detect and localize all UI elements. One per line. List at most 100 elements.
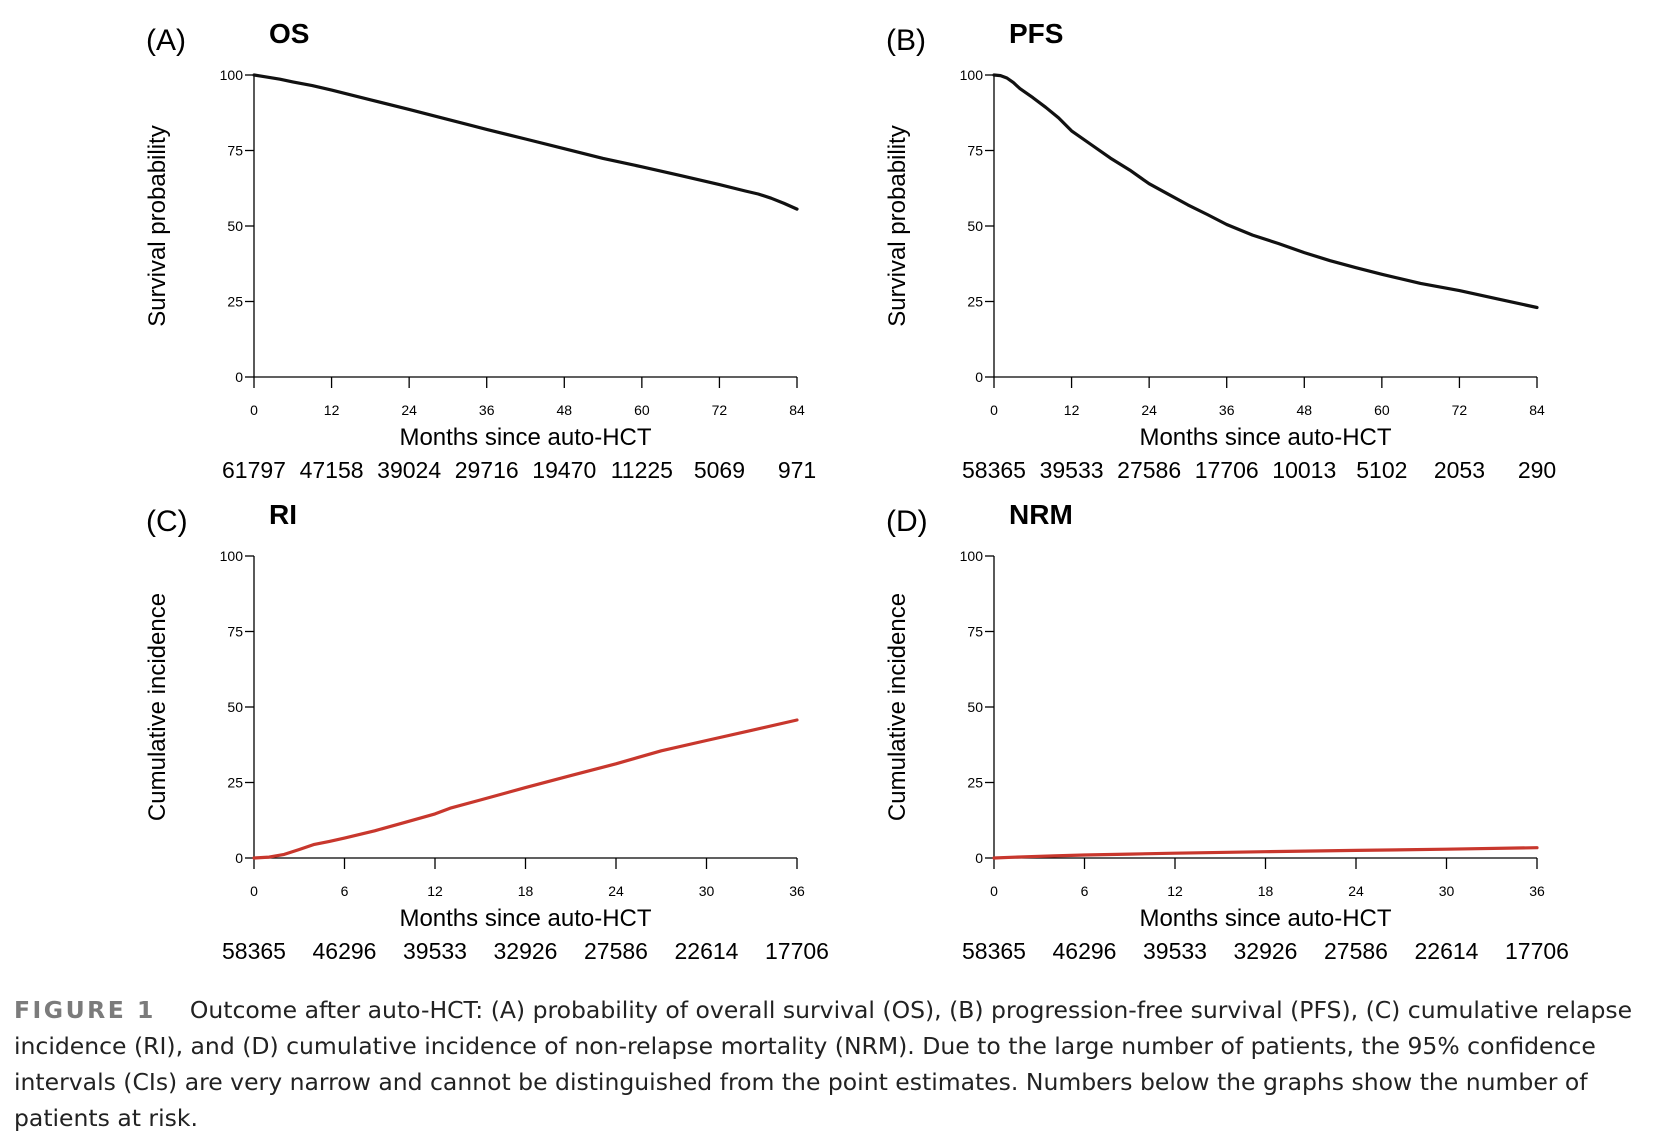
x-tick-label: 0: [250, 402, 258, 418]
at-risk-number: 17706: [1195, 457, 1259, 483]
x-tick-label: 12: [1167, 883, 1183, 899]
x-tick-label: 24: [1141, 402, 1157, 418]
x-tick-label: 0: [990, 883, 998, 899]
y-tick-label: 0: [235, 850, 243, 866]
x-tick-label: 0: [990, 402, 998, 418]
x-tick-label: 18: [1258, 883, 1274, 899]
y-tick-label: 50: [967, 218, 983, 234]
x-tick-label: 84: [789, 402, 805, 418]
x-tick-label: 48: [556, 402, 572, 418]
y-tick-label: 100: [220, 67, 244, 83]
at-risk-number: 11225: [611, 457, 673, 483]
y-tick-label: 25: [227, 775, 243, 791]
series-line: [252, 73, 799, 211]
x-axis-label: Months since auto-HCT: [399, 424, 651, 451]
at-risk-number: 17706: [765, 938, 829, 964]
x-tick-label: 36: [1219, 402, 1235, 418]
y-tick-label: 0: [235, 369, 243, 385]
y-tick-label: 75: [227, 624, 243, 640]
at-risk-number: 29716: [455, 457, 519, 483]
y-axis-label: Cumulative incidence: [144, 593, 171, 821]
x-tick-label: 18: [518, 883, 534, 899]
x-tick-label: 24: [401, 402, 417, 418]
at-risk-number: 971: [778, 457, 816, 483]
y-tick-label: 25: [967, 294, 983, 310]
series-line: [252, 718, 799, 860]
panel-label: (C): [146, 505, 188, 538]
at-risk-number: 22614: [675, 938, 739, 964]
at-risk-number: 17706: [1505, 938, 1569, 964]
y-tick-label: 100: [960, 548, 984, 564]
at-risk-number: 46296: [1053, 938, 1117, 964]
x-tick-label: 30: [1439, 883, 1455, 899]
at-risk-number: 5102: [1356, 457, 1407, 483]
x-axis-label: Months since auto-HCT: [1139, 424, 1391, 451]
at-risk-number: 10013: [1272, 457, 1336, 483]
x-tick-label: 12: [1064, 402, 1080, 418]
at-risk-number: 27586: [1117, 457, 1181, 483]
y-tick-label: 25: [227, 294, 243, 310]
at-risk-number: 58365: [962, 938, 1026, 964]
y-tick-label: 100: [960, 67, 984, 83]
x-tick-label: 84: [1529, 402, 1545, 418]
x-tick-label: 72: [1452, 402, 1468, 418]
at-risk-number: 47158: [300, 457, 364, 483]
x-tick-label: 12: [324, 402, 340, 418]
panel-title: NRM: [1009, 499, 1073, 530]
at-risk-number: 22614: [1415, 938, 1479, 964]
at-risk-number: 39533: [1143, 938, 1207, 964]
x-tick-label: 0: [250, 883, 258, 899]
x-tick-label: 24: [608, 883, 624, 899]
x-tick-label: 72: [712, 402, 728, 418]
panel-title: PFS: [1009, 18, 1063, 49]
at-risk-number: 32926: [494, 938, 558, 964]
panel-pfs: (B) PFS 0 25 50 75 100 0 12 24 36 48 60 72 84 Months si…: [884, 18, 1556, 483]
panel-title: OS: [269, 18, 309, 49]
panel-ri: (C) RI 0 25 50 75 100 0 6 12 18 24 30 36 Months since …: [144, 499, 829, 964]
panel-os: (A) OS 0 25 50 75 100 0 12 24 36 48 60 72 84 Months sin…: [144, 18, 816, 483]
panel-nrm: (D) NRM 0 25 50 75 100 0 6 12 18 24 30 36 Months since…: [884, 499, 1569, 964]
series-line: [992, 846, 1539, 860]
y-tick-label: 75: [967, 624, 983, 640]
caption-label: FIGURE 1: [14, 996, 156, 1024]
y-tick-label: 50: [967, 699, 983, 715]
at-risk-number: 39533: [1040, 457, 1104, 483]
x-axis-label: Months since auto-HCT: [1139, 905, 1391, 932]
x-tick-label: 36: [479, 402, 495, 418]
panel-label: (A): [146, 24, 186, 57]
at-risk-number: 39533: [403, 938, 467, 964]
at-risk-number: 290: [1518, 457, 1556, 483]
x-tick-label: 60: [1374, 402, 1390, 418]
x-tick-label: 30: [699, 883, 715, 899]
at-risk-number: 5069: [694, 457, 745, 483]
at-risk-number: 19470: [532, 457, 596, 483]
y-tick-label: 75: [967, 143, 983, 159]
at-risk-number: 46296: [313, 938, 377, 964]
y-tick-label: 50: [227, 699, 243, 715]
x-tick-label: 6: [1081, 883, 1089, 899]
x-tick-label: 6: [341, 883, 349, 899]
at-risk-number: 61797: [222, 457, 286, 483]
series-line: [992, 73, 1539, 310]
panel-label: (D): [886, 505, 928, 538]
y-tick-label: 0: [975, 369, 983, 385]
at-risk-number: 2053: [1434, 457, 1485, 483]
x-tick-label: 48: [1296, 402, 1312, 418]
at-risk-number: 58365: [962, 457, 1026, 483]
y-tick-label: 100: [220, 548, 244, 564]
x-tick-label: 36: [1529, 883, 1545, 899]
at-risk-number: 32926: [1234, 938, 1298, 964]
figure-caption: FIGURE 1 Outcome after auto-HCT: (A) prob…: [14, 992, 1662, 1136]
x-tick-label: 24: [1348, 883, 1364, 899]
x-tick-label: 60: [634, 402, 650, 418]
at-risk-number: 58365: [222, 938, 286, 964]
at-risk-number: 27586: [1324, 938, 1388, 964]
y-tick-label: 75: [227, 143, 243, 159]
x-tick-label: 12: [427, 883, 443, 899]
y-axis-label: Survival probability: [144, 125, 171, 326]
x-axis-label: Months since auto-HCT: [399, 905, 651, 932]
panel-label: (B): [886, 24, 926, 57]
panel-title: RI: [269, 499, 297, 530]
y-tick-label: 25: [967, 775, 983, 791]
